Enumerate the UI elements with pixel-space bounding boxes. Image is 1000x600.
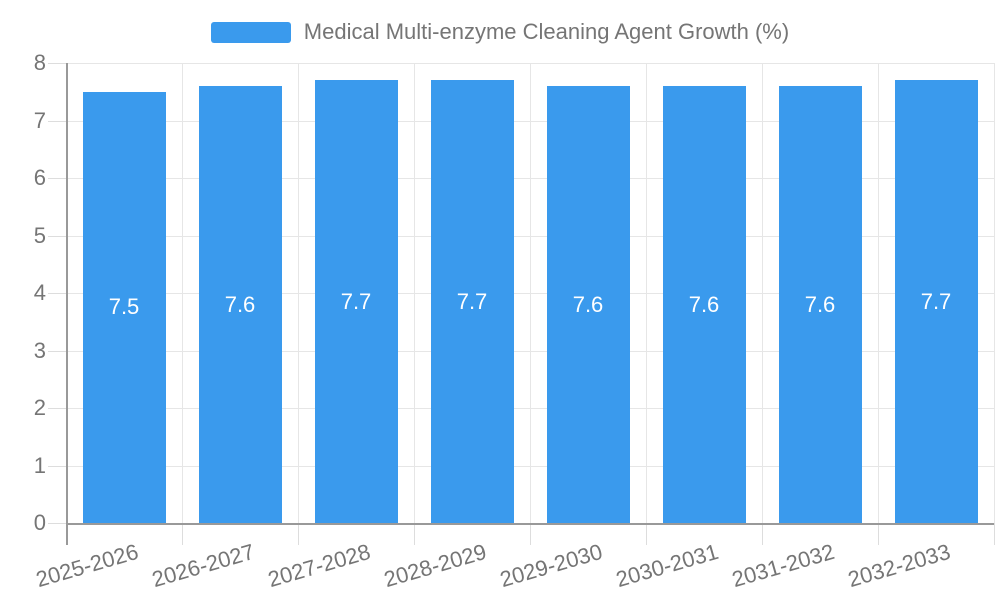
y-axis-label: 8 <box>33 50 46 75</box>
x-axis-tick <box>994 523 995 545</box>
y-axis-label: 0 <box>33 510 46 535</box>
x-axis-tick <box>414 523 415 545</box>
x-axis-tick <box>878 523 879 545</box>
x-gridline <box>878 63 879 523</box>
x-axis-tick <box>646 523 647 545</box>
y-axis-label: 3 <box>33 337 46 363</box>
y-axis-label: 6 <box>33 165 46 190</box>
x-gridline <box>994 63 995 523</box>
x-gridline <box>414 63 415 523</box>
legend-swatch <box>210 21 291 43</box>
y-axis-tick <box>48 465 66 467</box>
y-axis-tick <box>48 523 66 524</box>
y-axis-label: 4 <box>33 280 46 305</box>
chart-legend-item[interactable]: Medical Multi-enzyme Cleaning Agent Grow… <box>0 16 1000 48</box>
y-axis-line <box>66 63 68 545</box>
x-axis-tick <box>182 523 183 545</box>
x-gridline <box>182 63 183 523</box>
y-axis-tick <box>48 350 66 352</box>
y-gridline <box>66 63 994 64</box>
y-axis-tick <box>48 235 66 237</box>
x-gridline <box>762 63 763 523</box>
x-axis-line <box>66 523 994 525</box>
bar[interactable] <box>314 80 398 523</box>
x-gridline <box>530 63 531 523</box>
legend-label: Medical Multi-enzyme Cleaning Agent Grow… <box>303 19 790 44</box>
x-gridline <box>298 63 299 523</box>
bar[interactable] <box>778 86 862 523</box>
y-axis-tick <box>48 408 66 409</box>
y-axis-label: 7 <box>33 107 46 133</box>
y-axis-tick <box>48 293 66 294</box>
bar[interactable] <box>894 80 978 523</box>
bar[interactable] <box>662 86 746 523</box>
y-axis-tick <box>48 120 66 122</box>
bar[interactable] <box>546 86 630 523</box>
y-axis-label: 1 <box>33 452 46 478</box>
bar[interactable] <box>198 86 282 523</box>
x-axis-tick <box>530 523 531 545</box>
x-axis-tick <box>762 523 763 545</box>
x-axis-tick <box>298 523 299 545</box>
y-axis-label: 2 <box>33 395 46 420</box>
y-axis-label: 5 <box>33 222 46 248</box>
bar[interactable] <box>430 80 514 523</box>
y-axis-tick <box>48 178 66 179</box>
y-axis-tick <box>48 63 66 64</box>
x-gridline <box>646 63 647 523</box>
bar[interactable] <box>82 91 166 523</box>
plot-area: 0 1 2 3 4 5 6 7 8 7.5 2025-2026 7.6 2026-2027 7.7 2027… <box>33 50 995 592</box>
